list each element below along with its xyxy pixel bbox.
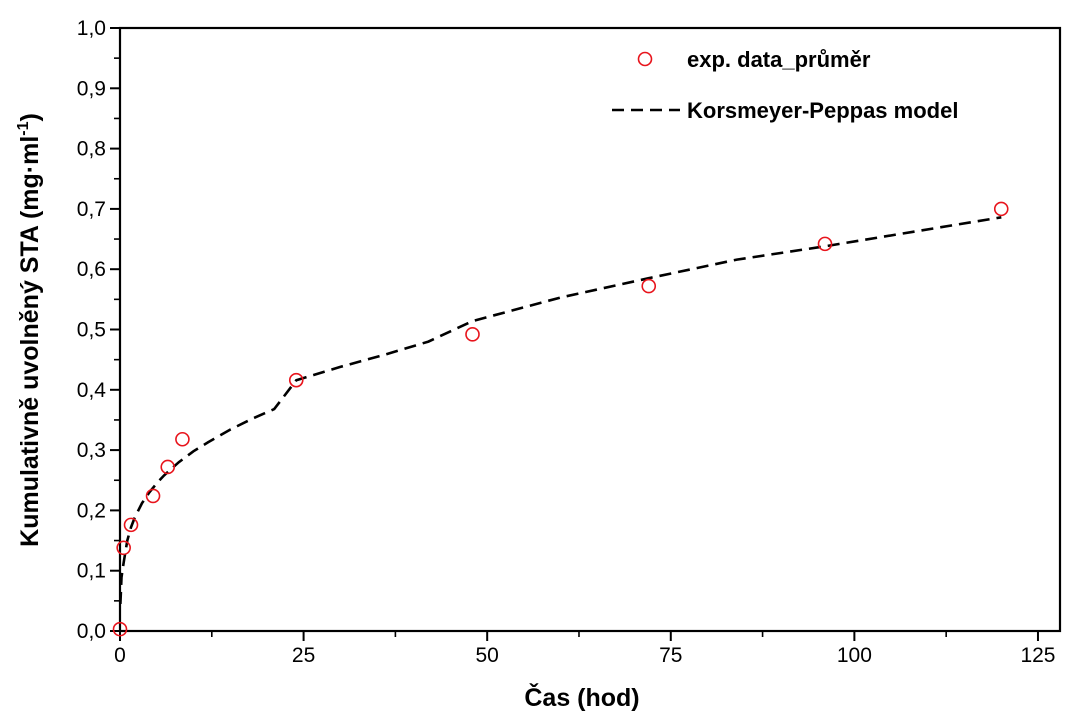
y-tick-label: 0,7	[77, 198, 106, 221]
data-point	[175, 431, 190, 447]
y-tick-label: 0,8	[77, 138, 106, 161]
legend-marker-exp-data	[637, 51, 653, 67]
legend: exp. data_průměr Korsmeyer-Peppas model	[612, 47, 958, 123]
data-point	[160, 459, 176, 475]
y-axis-title-superscript: -1	[15, 121, 32, 135]
legend-label-model: Korsmeyer-Peppas model	[687, 98, 958, 123]
x-tick-label: 75	[659, 644, 682, 667]
y-axis: 0,0 0,1 0,2 0,3 0,4 0,5 0,6 0,7 0,8 0,9 1,0	[77, 17, 120, 643]
y-axis-title-close: )	[16, 113, 44, 121]
legend-label-exp-data: exp. data_průměr	[687, 47, 871, 72]
model-curve-group	[119, 216, 1002, 604]
x-axis-title: Čas (hod)	[524, 682, 639, 712]
y-tick-label: 0,0	[77, 620, 106, 643]
y-tick-label: 0,3	[77, 439, 106, 462]
x-axis: 0 25 50 75 100 125	[114, 631, 1055, 667]
y-tick-label: 0,5	[77, 319, 106, 342]
y-axis-title: Kumulativně uvolněný STA (mg·ml-1)	[15, 113, 44, 547]
y-tick-label: 1,0	[77, 17, 106, 40]
y-axis-title-main: Kumulativně uvolněný STA (mg·ml	[16, 136, 44, 547]
x-tick-label: 50	[476, 644, 499, 667]
model-curve	[119, 216, 1002, 604]
x-tick-label: 100	[837, 644, 872, 667]
data-point	[288, 372, 304, 388]
data-point	[641, 278, 657, 294]
y-tick-label: 0,1	[77, 560, 106, 583]
data-points-group	[112, 201, 1009, 637]
x-tick-label: 0	[114, 644, 126, 667]
data-point	[116, 540, 131, 556]
y-tick-label: 0,6	[77, 258, 106, 281]
y-tick-label: 0,2	[77, 499, 106, 522]
data-point	[465, 327, 480, 342]
data-point	[123, 517, 139, 533]
y-tick-label: 0,4	[77, 379, 107, 402]
data-point	[817, 236, 833, 252]
data-point	[145, 488, 161, 504]
x-tick-label: 125	[1020, 644, 1055, 667]
x-tick-label: 25	[292, 644, 315, 667]
y-tick-label: 0,9	[77, 77, 106, 100]
data-point	[993, 201, 1009, 217]
data-point	[112, 621, 128, 637]
